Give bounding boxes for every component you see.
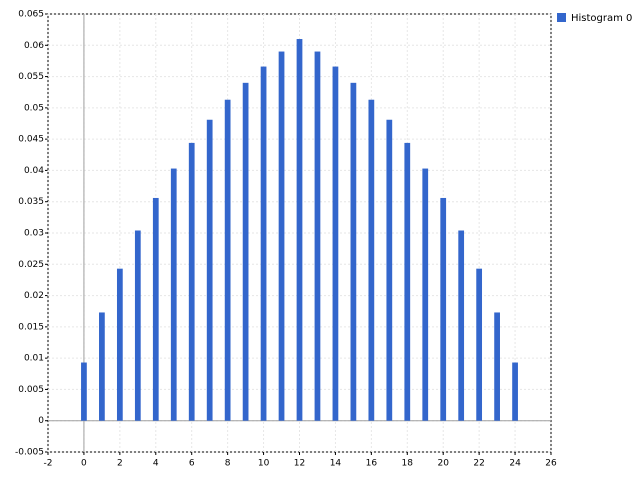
bar (116, 268, 123, 421)
bar (368, 99, 375, 421)
x-tick-label: 24 (509, 459, 521, 469)
y-tick-label: 0.04 (24, 166, 44, 176)
y-tick-label: 0.045 (18, 135, 44, 145)
bar (476, 268, 483, 421)
x-tick-label: 6 (189, 459, 195, 469)
bar (512, 362, 518, 421)
x-tick-label: 8 (225, 459, 231, 469)
y-tick-label: 0.035 (18, 197, 44, 207)
bar (81, 362, 87, 421)
y-tick-label: 0.065 (18, 10, 44, 20)
x-tick-label: 16 (366, 459, 378, 469)
y-tick-label: 0.015 (18, 322, 44, 332)
bar (278, 51, 285, 421)
bar (170, 168, 177, 421)
bar (350, 82, 357, 421)
bar (206, 119, 213, 421)
bar (494, 312, 500, 421)
x-tick-label: -2 (44, 459, 53, 469)
x-tick-label: 2 (117, 459, 123, 469)
legend-swatch (557, 13, 566, 22)
bar (332, 66, 339, 421)
y-tick-label: -0.005 (15, 448, 44, 458)
y-tick-label: 0.055 (18, 72, 44, 82)
bar (422, 168, 429, 421)
y-tick-label: 0.025 (18, 260, 44, 270)
bar (404, 142, 411, 421)
x-tick-label: 20 (437, 459, 449, 469)
y-tick-label: 0.06 (24, 41, 44, 51)
bar (296, 39, 303, 421)
y-tick-label: 0 (38, 416, 44, 426)
bar (188, 142, 195, 421)
x-tick-label: 18 (402, 459, 414, 469)
y-tick-label: 0.02 (24, 291, 44, 301)
x-tick-label: 10 (258, 459, 270, 469)
bar (242, 82, 249, 421)
bar (386, 119, 393, 421)
x-tick-label: 22 (473, 459, 484, 469)
y-tick-label: 0.01 (24, 354, 44, 364)
bar (224, 99, 231, 421)
x-tick-label: 0 (81, 459, 87, 469)
bar (440, 197, 447, 421)
bar (99, 312, 105, 421)
bar (314, 51, 321, 421)
x-tick-label: 26 (545, 459, 557, 469)
bar (260, 66, 267, 421)
y-tick-label: 0.03 (24, 229, 44, 239)
bar (152, 197, 159, 421)
x-tick-label: 12 (294, 459, 305, 469)
x-tick-label: 4 (153, 459, 159, 469)
bar (134, 230, 141, 421)
x-tick-label: 14 (330, 459, 342, 469)
bar (458, 230, 465, 421)
legend-text: Histogram 0 (571, 13, 632, 24)
y-tick-label: 0.05 (24, 103, 44, 113)
y-tick-label: 0.005 (18, 385, 44, 395)
